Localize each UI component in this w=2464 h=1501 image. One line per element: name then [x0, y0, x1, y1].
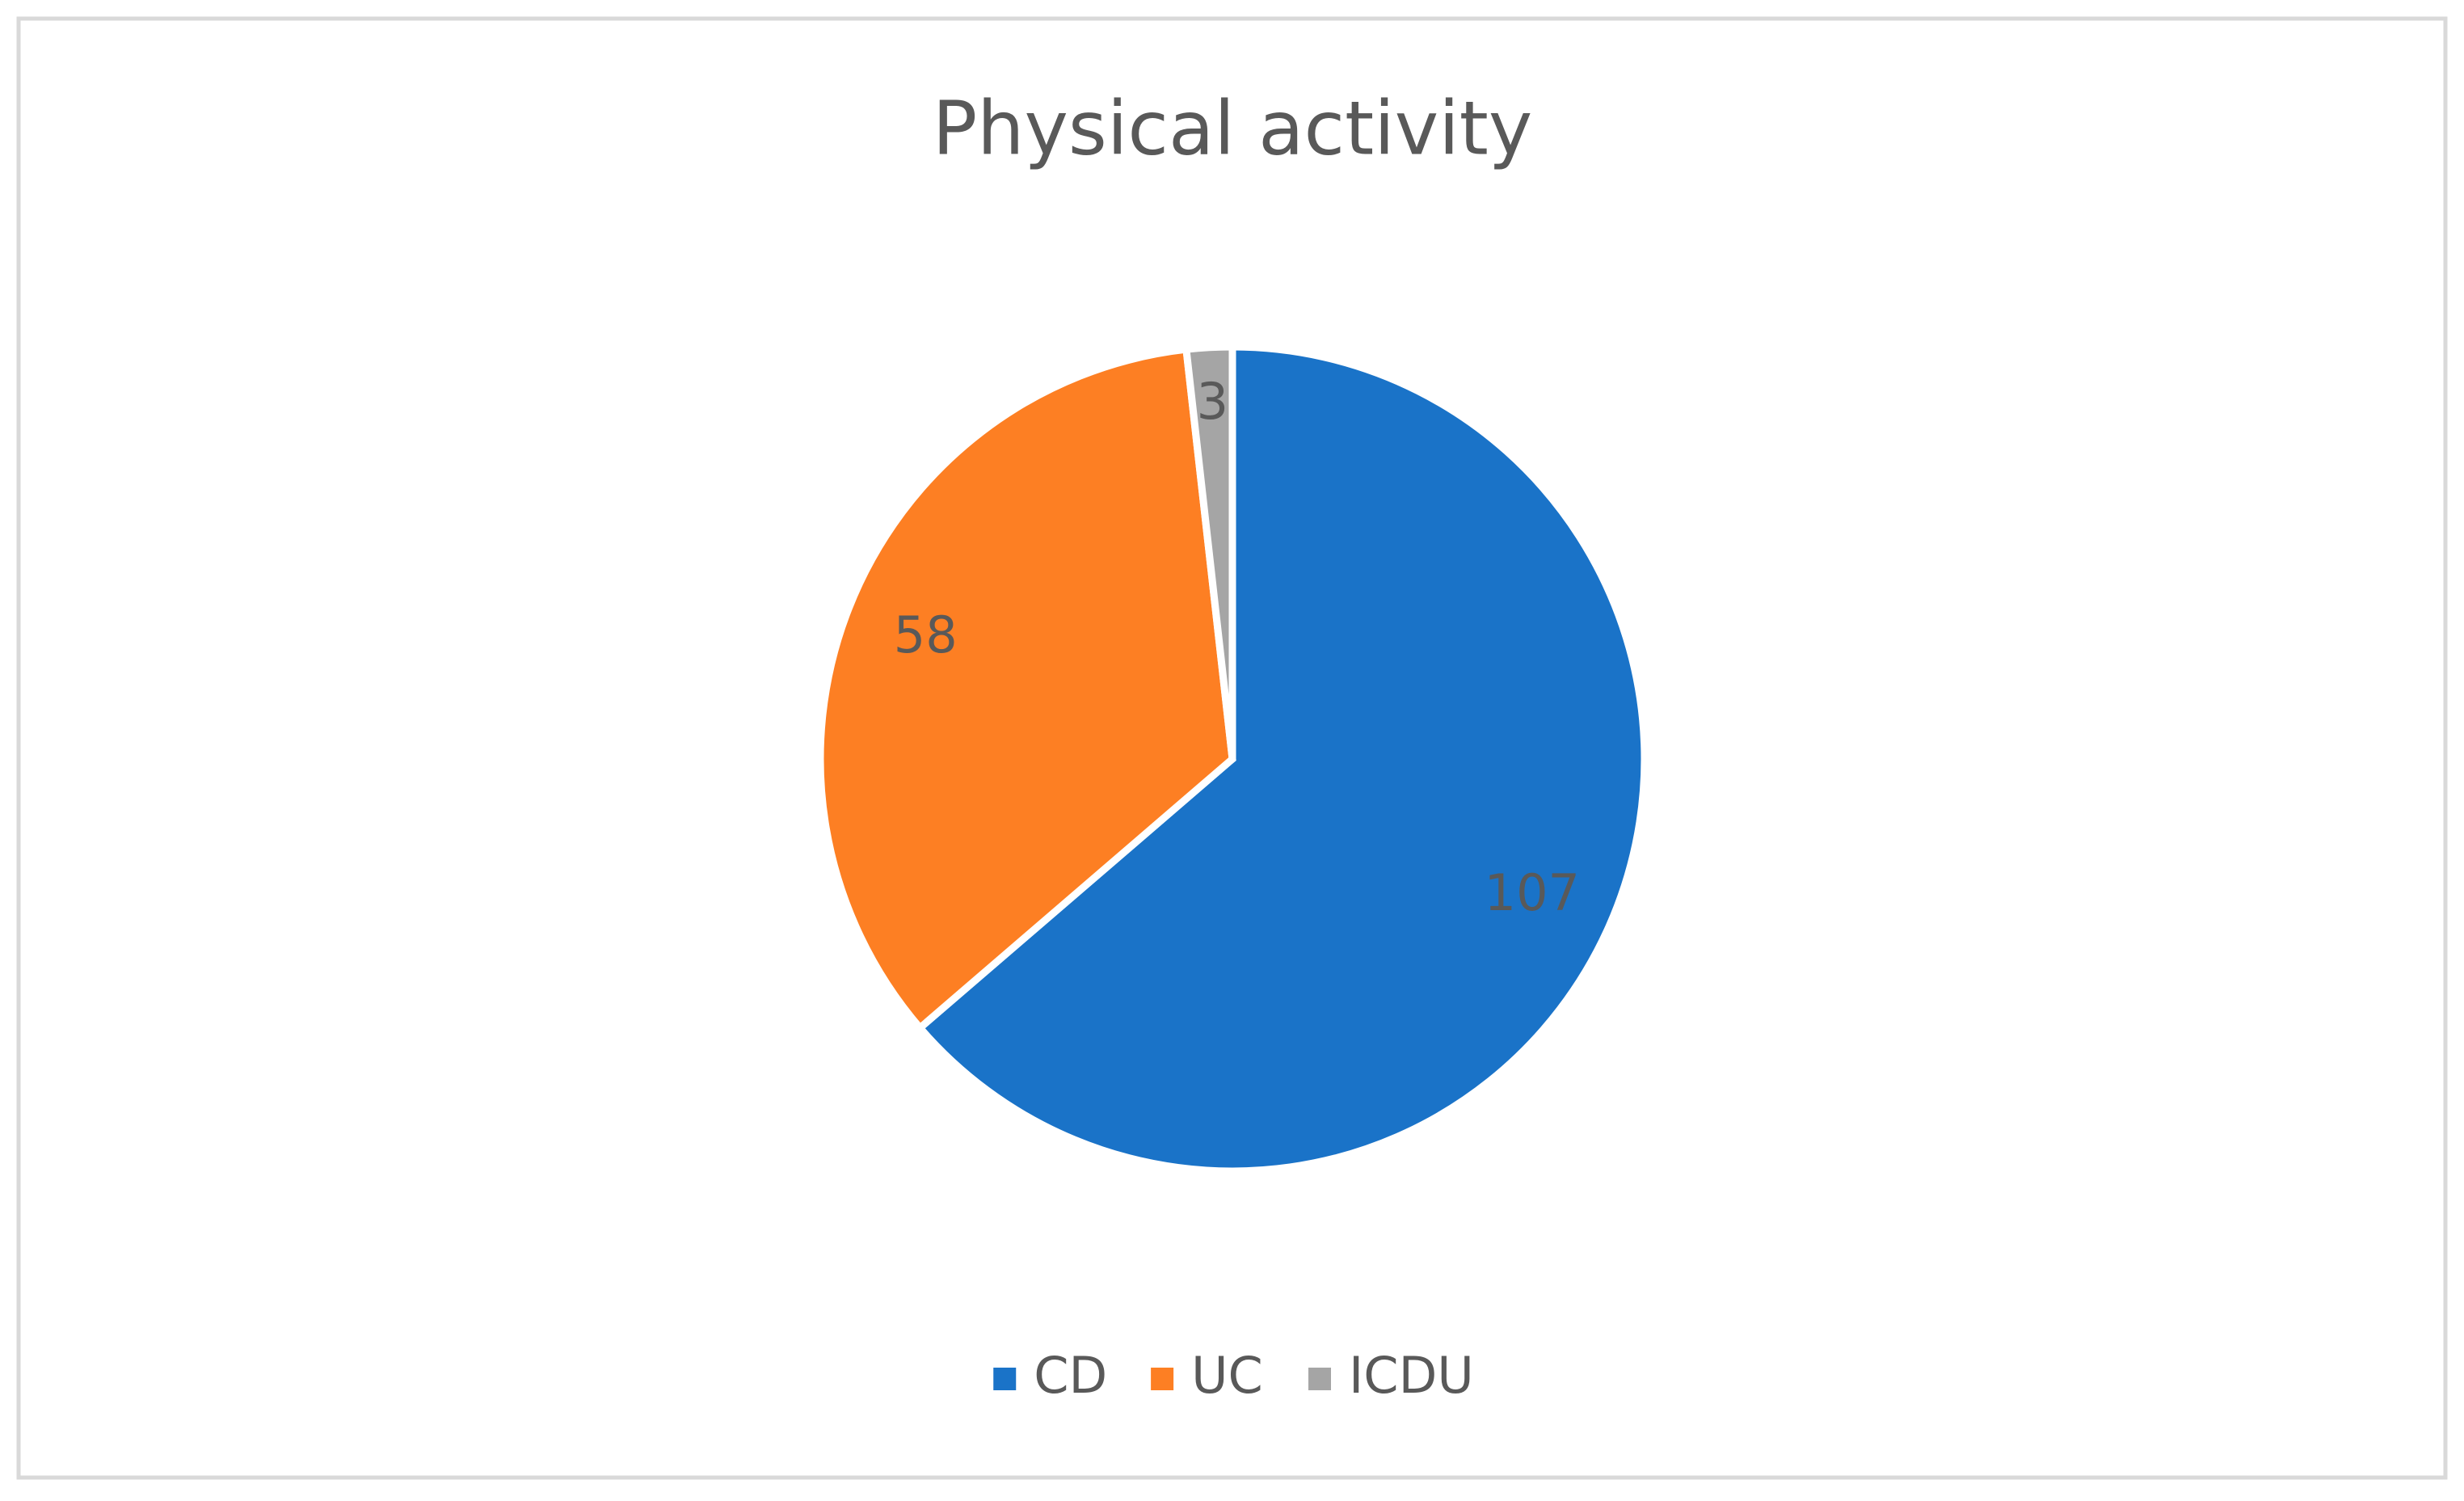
legend-swatch: [1308, 1368, 1331, 1390]
legend-label: ICDU: [1349, 1346, 1474, 1405]
legend-label: CD: [1034, 1346, 1107, 1405]
legend-label: UC: [1191, 1346, 1263, 1405]
data-label: 3: [1197, 372, 1228, 431]
pie-slice: [1181, 343, 1236, 760]
data-label: 107: [1485, 863, 1580, 922]
data-label: 58: [894, 605, 958, 664]
chart-title: Physical activity: [933, 85, 1533, 171]
pie-slice: [915, 343, 1649, 1175]
legend-swatch: [1151, 1368, 1174, 1390]
pie-slice: [816, 345, 1236, 1034]
legend-swatch: [993, 1368, 1017, 1390]
